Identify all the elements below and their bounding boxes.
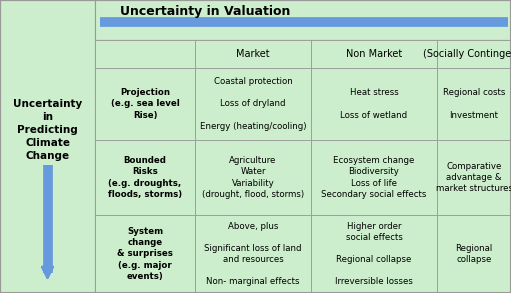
- Bar: [311, 215, 437, 293]
- Text: Projection
(e.g. sea level
Rise): Projection (e.g. sea level Rise): [110, 88, 179, 120]
- Text: Higher order
social effects

Regional collapse

Irreversible losses: Higher order social effects Regional col…: [335, 222, 413, 286]
- Bar: [95, 215, 195, 293]
- Bar: [195, 140, 311, 215]
- Bar: [95, 68, 195, 140]
- Text: Agriculture
Water
Variability
(drought, flood, storms): Agriculture Water Variability (drought, …: [202, 156, 304, 199]
- Text: Comparative
advantage &
market structures: Comparative advantage & market structure…: [435, 162, 511, 193]
- Bar: [95, 140, 195, 215]
- Text: (Socially Contingent): (Socially Contingent): [423, 49, 511, 59]
- Bar: [437, 68, 511, 140]
- Text: Regional costs

Investment: Regional costs Investment: [443, 88, 505, 120]
- Bar: [195, 215, 311, 293]
- Text: System
change
& surprises
(e.g. major
events): System change & surprises (e.g. major ev…: [117, 227, 173, 281]
- Text: Bounded
Risks
(e.g. droughts,
floods, storms): Bounded Risks (e.g. droughts, floods, st…: [108, 156, 182, 199]
- Text: Uncertainty
in
Predicting
Climate
Change: Uncertainty in Predicting Climate Change: [13, 99, 82, 161]
- Bar: [195, 40, 311, 68]
- Bar: [437, 140, 511, 215]
- Bar: [437, 215, 511, 293]
- Bar: [437, 40, 511, 68]
- Text: Regional
collapse: Regional collapse: [455, 244, 493, 264]
- Bar: [195, 68, 311, 140]
- Text: Heat stress

Loss of wetland: Heat stress Loss of wetland: [340, 88, 408, 120]
- Bar: [311, 68, 437, 140]
- Text: Above, plus

Significant loss of land
and resources

Non- marginal effects: Above, plus Significant loss of land and…: [204, 222, 302, 286]
- Bar: [0, 0, 95, 293]
- Text: Uncertainty in Valuation: Uncertainty in Valuation: [120, 6, 290, 18]
- Text: Coastal protection

Loss of dryland

Energy (heating/cooling): Coastal protection Loss of dryland Energ…: [200, 77, 306, 131]
- Bar: [311, 40, 437, 68]
- Bar: [95, 40, 511, 293]
- Text: Non Market: Non Market: [346, 49, 402, 59]
- Text: Market: Market: [236, 49, 270, 59]
- Bar: [311, 140, 437, 215]
- Text: Ecosystem change
Biodiversity
Loss of life
Secondary social effects: Ecosystem change Biodiversity Loss of li…: [321, 156, 427, 199]
- Bar: [95, 0, 511, 40]
- Bar: [95, 40, 195, 68]
